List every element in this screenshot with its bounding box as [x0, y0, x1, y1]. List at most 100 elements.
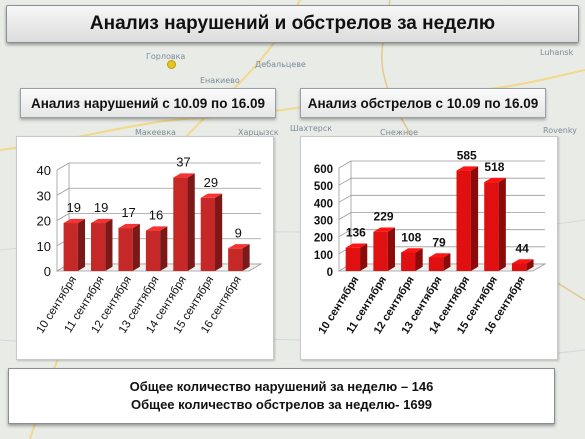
bar-front — [511, 263, 527, 271]
bar-top — [401, 248, 423, 253]
page-title: Анализ нарушений и обстрелов за неделю — [6, 5, 579, 43]
y-tick-label: 20 — [37, 214, 51, 229]
gridline-depth — [338, 177, 352, 186]
bar-front — [200, 197, 215, 271]
city-marker-icon — [167, 60, 176, 69]
y-tick-label: 30 — [37, 188, 51, 203]
bar-front — [373, 231, 388, 271]
y-tick-label: 600 — [314, 164, 333, 176]
map-label: Дебальцеве — [255, 60, 306, 69]
y-tick-label: 100 — [314, 250, 333, 262]
data-label: 37 — [176, 155, 190, 170]
bar — [373, 227, 395, 271]
bar-front — [456, 170, 471, 271]
bar-side — [242, 244, 250, 271]
gridline-depth — [338, 194, 352, 203]
gridline-depth — [338, 229, 352, 238]
bar-front — [118, 228, 133, 271]
map-label: Горловка — [146, 52, 186, 61]
chart-right-title: Анализ обстрелов с 10.09 по 16.09 — [300, 88, 546, 118]
data-label: 79 — [432, 235, 446, 249]
bar-front — [484, 182, 499, 271]
bar-top — [511, 259, 534, 264]
bar-side — [387, 227, 395, 271]
bar-side — [470, 166, 479, 271]
bar-top — [91, 218, 113, 224]
bar-top — [228, 244, 250, 249]
bar — [173, 173, 195, 271]
map-label: Шахтерск — [290, 124, 333, 133]
bar-front — [91, 223, 106, 271]
bar-side — [415, 248, 423, 271]
bar — [63, 218, 86, 271]
data-label: 19 — [94, 200, 108, 215]
map-label: Харцызск — [238, 128, 279, 137]
bar-top — [428, 253, 451, 258]
bar-front — [345, 247, 361, 271]
bar-side — [77, 218, 86, 271]
bar-top — [145, 226, 168, 231]
y-tick-label: 0 — [44, 264, 51, 279]
bar-side — [443, 253, 451, 271]
bar — [456, 166, 479, 271]
bar-side — [160, 226, 168, 271]
bar-top — [63, 218, 86, 224]
bar-side — [132, 223, 140, 271]
bar-front — [228, 248, 243, 271]
data-label: 16 — [149, 208, 163, 223]
bar-side — [526, 259, 534, 271]
y-tick-label: 200 — [314, 233, 333, 245]
bar — [511, 259, 534, 271]
map-label: Снежное — [380, 128, 418, 137]
data-label: 44 — [515, 241, 529, 255]
gridline-depth — [338, 160, 352, 169]
data-label: 9 — [235, 225, 242, 240]
bar-top — [484, 177, 506, 183]
summary-shelling: Общее количество обстрелов за неделю- 16… — [130, 397, 433, 412]
map-label: Енакиево — [200, 76, 240, 85]
y-tick-label: 500 — [314, 181, 333, 193]
bar-side — [360, 243, 368, 271]
data-label: 17 — [121, 205, 135, 220]
y-tick-label: 300 — [314, 216, 333, 228]
gridline-depth — [56, 162, 70, 171]
bar-side — [187, 173, 195, 271]
gridline-depth — [56, 213, 70, 221]
bar — [200, 193, 223, 271]
bar — [118, 223, 140, 271]
gridline-depth — [56, 187, 70, 196]
bar-side — [498, 177, 506, 271]
bar-front — [145, 230, 161, 271]
y-tick-label: 10 — [37, 239, 51, 254]
bar-top — [373, 227, 395, 232]
y-tick-label: 0 — [327, 267, 333, 279]
data-label: 229 — [374, 210, 394, 224]
bar-top — [456, 166, 479, 171]
bar-top — [118, 223, 140, 229]
data-label: 585 — [457, 149, 477, 163]
chart-left-panel: 0 10 20 30 40 19 10 сентября 19 11 сентября 17 12 … — [16, 136, 274, 360]
map-label: Luhansk — [540, 48, 574, 57]
bar-front — [401, 252, 416, 271]
bar — [345, 243, 368, 271]
bar — [428, 253, 451, 271]
chart-left-title: Анализ нарушений с 10.09 по 16.09 — [20, 88, 276, 118]
bar — [484, 177, 506, 271]
data-label: 29 — [204, 175, 218, 190]
chart-right-panel: 0 100 200 300 400 500 600 136 10 сентября 229 11 с… — [300, 136, 558, 360]
data-label: 108 — [401, 230, 421, 244]
map-label: Rovenky — [543, 126, 577, 135]
data-label: 136 — [346, 226, 366, 240]
y-tick-label: 400 — [314, 198, 333, 210]
bar — [145, 226, 168, 271]
gridline-depth — [338, 212, 352, 220]
y-tick-label: 40 — [37, 163, 51, 178]
summary-violations: Общее количество нарушений за неделю – 1… — [129, 379, 434, 394]
data-label: 518 — [484, 160, 504, 174]
bar-front — [63, 223, 78, 271]
bar-side — [214, 193, 223, 271]
bar-top — [345, 243, 368, 248]
summary-box: Общее количество нарушений за неделю – 1… — [8, 368, 555, 424]
